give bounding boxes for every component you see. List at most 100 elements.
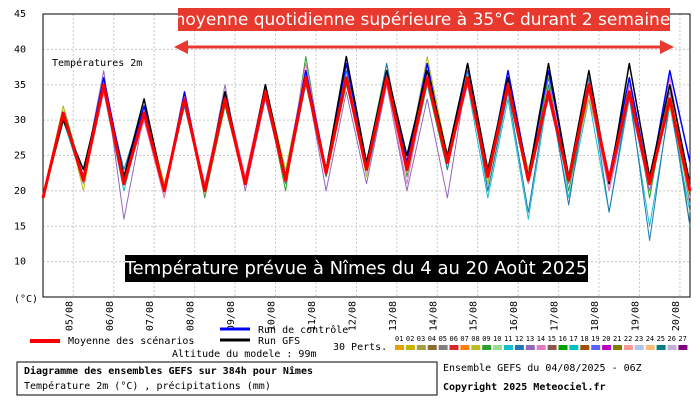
- perturbation-legend-label: 07: [460, 335, 468, 343]
- perturbation-legend-label: 21: [613, 335, 621, 343]
- perturbation-legend-label: 18: [580, 335, 588, 343]
- perturbation-legend-swatch: [569, 345, 579, 350]
- altitude: Altitude du modele : 99m: [172, 349, 317, 360]
- perturbation-legend-swatch: [427, 345, 437, 350]
- footer-box: [16, 361, 438, 396]
- x-tick-label: 18/08: [590, 301, 601, 331]
- perturbation-legend-label: 26: [668, 335, 676, 343]
- perturbation-legend-swatch: [471, 345, 481, 350]
- perturbation-legend-label: 17: [569, 335, 577, 343]
- x-tick-label: 17/08: [550, 301, 561, 331]
- arrow-head: [174, 40, 188, 54]
- perturbation-legend-label: 24: [646, 335, 654, 343]
- perturbation-legend-swatch: [667, 345, 677, 350]
- perturbation-legend-swatch: [536, 345, 546, 350]
- y-unit: (°C): [14, 294, 38, 305]
- perturbation-legend-label: 02: [406, 335, 414, 343]
- x-tick-label: 19/08: [630, 301, 641, 331]
- x-tick-label: 20/08: [671, 301, 682, 331]
- y-tick-label: 25: [14, 151, 26, 162]
- perturbation-legend-swatch: [623, 345, 633, 350]
- banner: moyenne quotidienne supérieure à 35°C du…: [169, 10, 679, 30]
- x-tick-label: 15/08: [469, 301, 480, 331]
- perturbation-legend-label: 27: [678, 335, 686, 343]
- perturbation-legend-swatch: [634, 345, 644, 350]
- x-tick-label: 16/08: [509, 301, 520, 331]
- perturbation-count: 30 Perts.: [333, 342, 387, 353]
- y-tick-label: 45: [14, 9, 26, 20]
- perturbation-legend-swatch: [602, 345, 612, 350]
- perturbation-legend-swatch: [482, 345, 492, 350]
- y-tick-label: 10: [14, 257, 26, 268]
- perturbation-legend-swatch: [514, 345, 524, 350]
- x-tick-label: 06/08: [105, 301, 116, 331]
- series-line: [42, 55, 691, 199]
- perturbation-legend-label: 14: [537, 335, 545, 343]
- perturbation-legend-swatch: [460, 345, 470, 350]
- perturbation-legend-swatch: [504, 345, 513, 350]
- perturbation-legend-swatch: [591, 345, 601, 350]
- perturbation-legend-label: 22: [624, 335, 632, 343]
- perturbation-legend-label: 12: [515, 335, 523, 343]
- footer-subtitle: Température 2m (°C) , précipitations (mm…: [24, 380, 271, 392]
- perturbation-legend-swatch: [416, 345, 426, 350]
- x-tick-label: 13/08: [388, 301, 399, 331]
- x-tick-label: 10/08: [267, 301, 278, 331]
- perturbation-legend-label: 15: [548, 335, 556, 343]
- perturbation-legend-swatch: [525, 345, 535, 350]
- y-tick-label: 40: [14, 44, 26, 55]
- perturbation-legend-swatch: [613, 345, 622, 350]
- perturbation-legend-label: 10: [493, 335, 501, 343]
- y-tick-label: 30: [14, 115, 26, 126]
- banner-box: [178, 8, 670, 31]
- y-tick-label: 15: [14, 221, 26, 232]
- plot-label: Températures 2m: [52, 57, 142, 69]
- perturbation-legend-swatch: [558, 345, 568, 350]
- perturbation-legend-label: 19: [591, 335, 599, 343]
- perturbation-legend-label: 25: [657, 335, 665, 343]
- perturbation-legend-label: 16: [559, 335, 567, 343]
- perturbation-legend-label: 08: [471, 335, 479, 343]
- series-line: [41, 76, 692, 199]
- perturbation-legend-swatch: [438, 345, 448, 350]
- perturbation-legend-swatch: [493, 345, 503, 350]
- x-tick-label: 11/08: [307, 301, 318, 331]
- y-tick-label: 35: [14, 80, 26, 91]
- perturbation-legend-swatch: [580, 345, 590, 350]
- x-tick-label: 12/08: [347, 301, 358, 331]
- perturbation-legend-swatch: [395, 345, 404, 350]
- copyright: Copyright 2025 Meteociel.fr: [443, 381, 606, 393]
- legend-label: Run de contrôle: [258, 324, 348, 336]
- perturbation-legend-label: 13: [526, 335, 534, 343]
- perturbation-legend-swatch: [656, 345, 666, 350]
- footer-title: Diagramme des ensembles GEFS sur 384h po…: [24, 365, 313, 377]
- y-tick-label: 20: [14, 186, 26, 197]
- perturbation-legend-label: 11: [504, 335, 512, 343]
- x-tick-label: 05/08: [64, 301, 75, 331]
- legend-label: Run GFS: [258, 336, 300, 347]
- caption-box: [125, 255, 588, 282]
- x-tick-label: 07/08: [145, 301, 156, 331]
- perturbation-legend-swatch: [547, 345, 557, 350]
- legend-label: Moyenne des scénarios: [68, 335, 194, 347]
- perturbation-legend-swatch: [645, 345, 655, 350]
- perturbation-legend-label: 09: [482, 335, 490, 343]
- x-tick-label: 09/08: [226, 301, 237, 331]
- x-tick-label: 08/08: [186, 301, 197, 331]
- perturbation-legend-label: 05: [439, 335, 447, 343]
- run-info: Ensemble GEFS du 04/08/2025 - 06Z: [443, 363, 642, 374]
- perturbation-legend-label: 01: [395, 335, 403, 343]
- perturbation-legend-label: 23: [635, 335, 643, 343]
- perturbation-legend-label: 03: [417, 335, 425, 343]
- arrow-head: [660, 40, 674, 54]
- perturbation-legend-label: 06: [450, 335, 458, 343]
- x-tick-label: 14/08: [428, 301, 439, 331]
- perturbation-legend-label: 20: [602, 335, 610, 343]
- caption: Température prévue à Nîmes du 4 au 20 Ao…: [124, 258, 588, 279]
- perturbation-legend-label: 04: [428, 335, 436, 343]
- perturbation-legend-swatch: [678, 345, 688, 350]
- perturbation-legend-swatch: [449, 345, 459, 350]
- perturbation-legend-swatch: [405, 345, 415, 350]
